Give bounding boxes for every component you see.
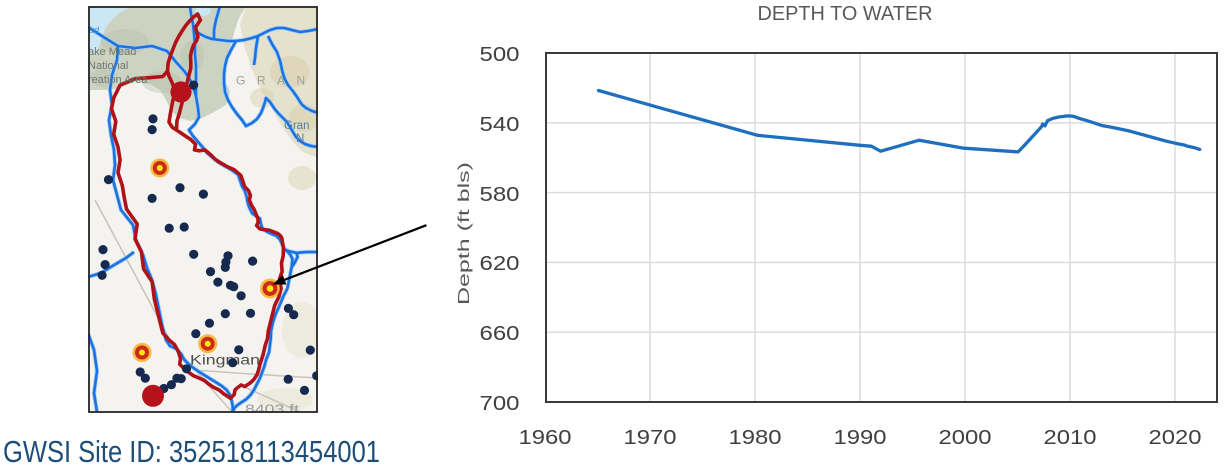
svg-text:N: N [296,133,304,145]
svg-text:National: National [88,60,128,72]
svg-text:660: 660 [480,323,520,345]
svg-text:500: 500 [480,44,520,66]
svg-text:reation Area: reation Area [88,74,148,86]
svg-text:Depth (ft bls): Depth (ft bls) [456,162,473,305]
svg-text:1970: 1970 [624,427,677,449]
svg-text:Gran: Gran [284,120,310,132]
svg-text:GRAN: GRAN [236,74,317,88]
svg-text:620: 620 [480,253,520,275]
svg-text:580: 580 [480,184,520,206]
svg-text:Kingman: Kingman [190,352,260,368]
svg-text:2010: 2010 [1044,427,1097,449]
svg-text:540: 540 [480,114,520,136]
svg-text:1960: 1960 [519,427,572,449]
svg-text:8403 ft: 8403 ft [245,402,300,414]
svg-text:2020: 2020 [1149,427,1202,449]
svg-text:DEPTH TO WATER: DEPTH TO WATER [758,2,933,25]
svg-text:ad: ad [89,25,100,35]
svg-text:ake Mead: ake Mead [88,46,136,58]
svg-text:2000: 2000 [939,427,992,449]
svg-text:1990: 1990 [834,427,887,449]
svg-text:700: 700 [480,393,520,415]
svg-text:1980: 1980 [729,427,782,449]
svg-text:GWSI Site ID: 352518113454001: GWSI Site ID: 352518113454001 [3,434,380,469]
